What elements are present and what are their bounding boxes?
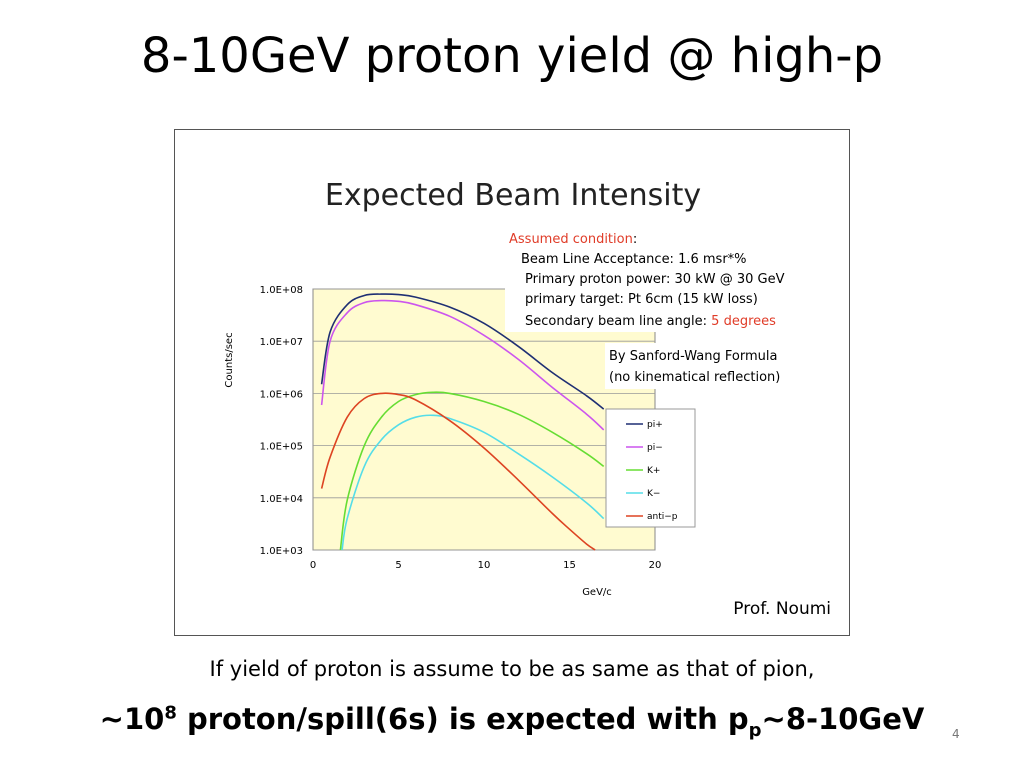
condition-line-power: Primary proton power: 30 kW @ 30 GeV: [525, 272, 785, 287]
conclusion-suffix: ~8-10GeV: [761, 702, 925, 736]
series-line-pi_minus: [320, 299, 605, 431]
legend-label-k_minus: K−: [647, 489, 660, 499]
credit: Prof. Noumi: [733, 599, 831, 619]
condition-line-acceptance: Beam Line Acceptance: 1.6 msr*%: [521, 252, 747, 267]
slide-title: 8-10GeV proton yield @ high-p: [140, 28, 884, 84]
series-line-pi_plus: [320, 293, 605, 410]
x-tick-label: 15: [563, 560, 576, 571]
x-tick-label: 20: [649, 560, 662, 571]
x-tick-label: 5: [395, 560, 401, 571]
y-tick-labels: 1.0E+03 1.0E+04 1.0E+05 1.0E+06 1.0E+07 1.0E+…: [260, 285, 303, 557]
series-line-anti_p: [320, 392, 596, 551]
page-number: 4: [952, 727, 960, 741]
y-tick-label: 1.0E+04: [260, 494, 303, 505]
y-axis-label: Counts/sec: [224, 332, 235, 387]
chart-title: Expected Beam Intensity: [325, 178, 701, 213]
series-line-k_plus: [339, 391, 605, 551]
legend-label-anti_p: anti−p: [647, 512, 678, 522]
y-tick-label: 1.0E+08: [260, 285, 303, 296]
condition-colon: :: [633, 232, 637, 247]
series-line-k_minus: [341, 414, 605, 551]
formula-line-2: (no kinematical reflection): [609, 370, 780, 385]
condition-label: Assumed condition: [509, 232, 633, 247]
legend-label-pi_minus: pi−: [647, 443, 663, 453]
x-tick-label: 0: [310, 560, 316, 571]
y-tick-label: 1.0E+07: [260, 337, 303, 348]
x-tick-label: 10: [478, 560, 491, 571]
condition-line-target: primary target: Pt 6cm (15 kW loss): [525, 292, 758, 307]
formula-line-1: By Sanford-Wang Formula: [609, 349, 777, 364]
legend-label-k_plus: K+: [647, 466, 660, 476]
plot-area: [312, 288, 656, 551]
conclusion-middle: proton/spill(6s) is expected with p: [176, 702, 749, 736]
series-lines: [320, 293, 605, 551]
angle-value: 5 degrees: [711, 314, 776, 329]
formula-box: [605, 343, 803, 389]
conclusion-exponent: 8: [164, 702, 177, 724]
figure-frame: Expected Beam Intensity 1.0E+03 1.0E+04 1.…: [174, 129, 850, 636]
angle-prefix: Secondary beam line angle:: [525, 314, 711, 329]
condition-line-angle: Secondary beam line angle: 5 degrees: [525, 314, 776, 329]
y-tick-label: 1.0E+06: [260, 389, 303, 400]
x-tick-labels: 0 5 10 15 20: [310, 560, 662, 571]
conclusion: ~108 proton/spill(6s) is expected with p…: [0, 702, 1024, 739]
condition-heading: Assumed condition:: [509, 232, 637, 247]
conclusion-prefix: ~10: [99, 702, 165, 736]
condition-box: [505, 226, 805, 332]
legend-box: [605, 408, 696, 528]
y-tick-label: 1.0E+05: [260, 442, 303, 453]
conclusion-subscript: p: [748, 719, 762, 741]
x-axis-label: GeV/c: [582, 587, 612, 598]
legend: pi+ pi− K+ K− anti−p: [626, 420, 678, 522]
legend-label-pi_plus: pi+: [647, 420, 663, 430]
caption: If yield of proton is assume to be as sa…: [209, 657, 815, 681]
beam-intensity-chart: Expected Beam Intensity 1.0E+031.0E+041.…: [224, 178, 831, 619]
y-tick-label: 1.0E+03: [260, 546, 303, 557]
